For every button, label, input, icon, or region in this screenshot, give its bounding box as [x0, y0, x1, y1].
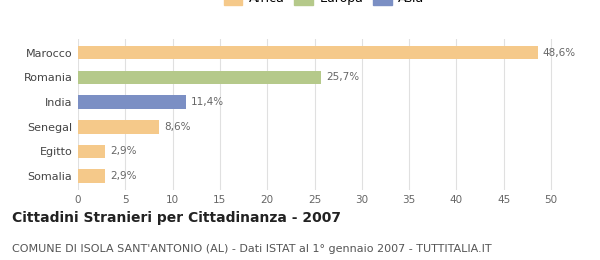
Bar [78, 120, 160, 134]
Bar [78, 46, 538, 60]
Text: COMUNE DI ISOLA SANT'ANTONIO (AL) - Dati ISTAT al 1° gennaio 2007 - TUTTITALIA.I: COMUNE DI ISOLA SANT'ANTONIO (AL) - Dati… [12, 244, 491, 254]
Text: 8,6%: 8,6% [164, 122, 191, 132]
Text: 2,9%: 2,9% [110, 146, 137, 157]
Text: 48,6%: 48,6% [542, 48, 575, 58]
Bar [78, 70, 321, 84]
Text: 25,7%: 25,7% [326, 72, 359, 82]
Bar [78, 95, 186, 109]
Bar [78, 145, 106, 158]
Text: Cittadini Stranieri per Cittadinanza - 2007: Cittadini Stranieri per Cittadinanza - 2… [12, 211, 341, 225]
Text: 11,4%: 11,4% [191, 97, 224, 107]
Bar [78, 169, 106, 183]
Text: 2,9%: 2,9% [110, 171, 137, 181]
Legend: Africa, Europa, Asia: Africa, Europa, Asia [221, 0, 427, 7]
